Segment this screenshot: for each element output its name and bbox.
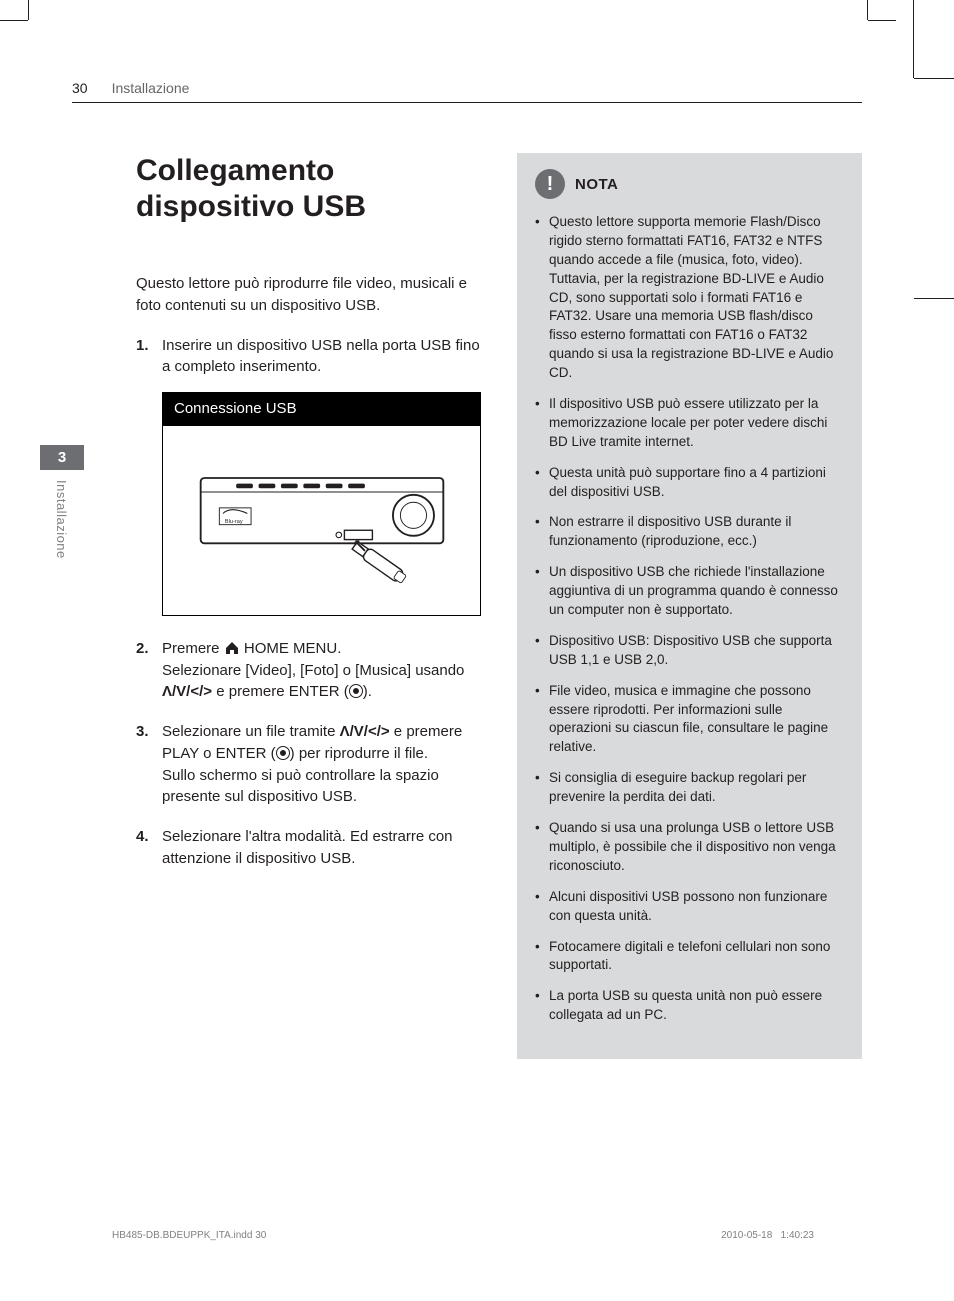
crop-mark [0,20,28,21]
note-text: Questo lettore supporta memorie Flash/Di… [549,214,833,380]
step-text: ). [363,683,372,700]
note-item: Il dispositivo USB può essere utilizzato… [535,395,844,452]
intro-text: Questo lettore può riprodurre file video… [136,273,481,317]
device-illustration: Blu-ray [182,435,462,605]
step-3: Selezionare un file tramite Λ/V/</> e pr… [136,721,481,808]
figure-title: Connessione USB [162,392,481,426]
footer-file: HB485-DB.BDEUPPK_ITA.indd 30 [112,1230,266,1241]
enter-icon [276,746,290,760]
page-title: Collegamento dispositivo USB [136,153,481,225]
footer-date: 2010-05-18 [721,1230,772,1241]
note-text: Non estrarre il dispositivo USB durante … [549,514,791,548]
nav-keys: Λ/V/</> [340,723,390,740]
page-number: 30 [72,80,88,96]
note-item: Alcuni dispositivi USB possono non funzi… [535,888,844,926]
crop-mark [913,0,914,78]
step-text: Selezionare [Video], [Foto] o [Musica] u… [162,662,464,679]
step-text: e premere ENTER ( [212,683,349,700]
home-icon [224,641,240,655]
section-title: Installazione [112,80,190,96]
step-text: Premere [162,640,224,657]
running-header: 30 Installazione [72,80,862,103]
enter-icon [349,684,363,698]
note-item: Questo lettore supporta memorie Flash/Di… [535,213,844,383]
step-1: Inserire un dispositivo USB nella porta … [136,335,481,616]
chapter-label: Installazione [40,470,69,559]
footer-time: 1:40:23 [781,1230,814,1241]
step-text: Selezionare l'altra modalità. Ed estrarr… [162,828,453,867]
page: 3 Installazione 30 Installazione Collega… [40,40,894,1261]
nav-keys: Λ/V/</> [162,683,212,700]
note-item: File video, musica e immagine che posson… [535,682,844,758]
figure-usb-connection: Connessione USB [162,392,481,616]
crop-mark [914,78,954,79]
note-text: Alcuni dispositivi USB possono non funzi… [549,889,827,923]
figure-body: Blu-ray [162,426,481,616]
note-item: Un dispositivo USB che richiede l'instal… [535,563,844,620]
crop-mark [867,0,868,20]
footer-datetime: 2010-05-18 1:40:23 [721,1230,814,1241]
step-text: Sullo schermo si può controllare la spaz… [162,767,439,806]
step-text: Inserire un dispositivo USB nella porta … [162,337,480,376]
note-text: La porta USB su questa unità non può ess… [549,988,822,1022]
note-text: Quando si usa una prolunga USB o lettore… [549,820,836,873]
note-text: Fotocamere digitali e telefoni cellulari… [549,939,830,973]
note-text: Dispositivo USB: Dispositivo USB che sup… [549,633,832,667]
print-footer: HB485-DB.BDEUPPK_ITA.indd 30 2010-05-18 … [112,1230,814,1241]
note-item: La porta USB su questa unità non può ess… [535,987,844,1025]
note-text: Un dispositivo USB che richiede l'instal… [549,564,838,617]
step-text: ) per riprodurre il file. [290,745,428,762]
crop-mark [914,298,954,299]
note-text: File video, musica e immagine che posson… [549,683,828,755]
steps-list: Inserire un dispositivo USB nella porta … [136,335,481,870]
note-item: Dispositivo USB: Dispositivo USB che sup… [535,632,844,670]
crop-mark [28,0,29,20]
note-item: Fotocamere digitali e telefoni cellulari… [535,938,844,976]
note-text: Il dispositivo USB può essere utilizzato… [549,396,827,449]
step-text: Selezionare un file tramite [162,723,340,740]
note-item: Si consiglia di eseguire backup regolari… [535,769,844,807]
crop-mark [868,20,896,21]
step-4: Selezionare l'altra modalità. Ed estrarr… [136,826,481,870]
note-text: Si consiglia di eseguire backup regolari… [549,770,806,804]
note-list: Questo lettore supporta memorie Flash/Di… [535,213,844,1025]
alert-icon: ! [535,169,565,199]
left-column: Collegamento dispositivo USB Questo lett… [72,153,481,1059]
note-text: Questa unità può supportare fino a 4 par… [549,465,826,499]
step-2: Premere HOME MENU. Selezionare [Video], … [136,638,481,703]
note-item: Non estrarre il dispositivo USB durante … [535,513,844,551]
svg-text:Blu-ray: Blu-ray [224,519,242,525]
note-item: Quando si usa una prolunga USB o lettore… [535,819,844,876]
note-header: ! NOTA [535,169,844,199]
step-text: HOME MENU. [240,640,342,657]
right-column: ! NOTA Questo lettore supporta memorie F… [517,153,862,1059]
note-title: NOTA [575,174,618,195]
note-item: Questa unità può supportare fino a 4 par… [535,464,844,502]
note-box: ! NOTA Questo lettore supporta memorie F… [517,153,862,1059]
